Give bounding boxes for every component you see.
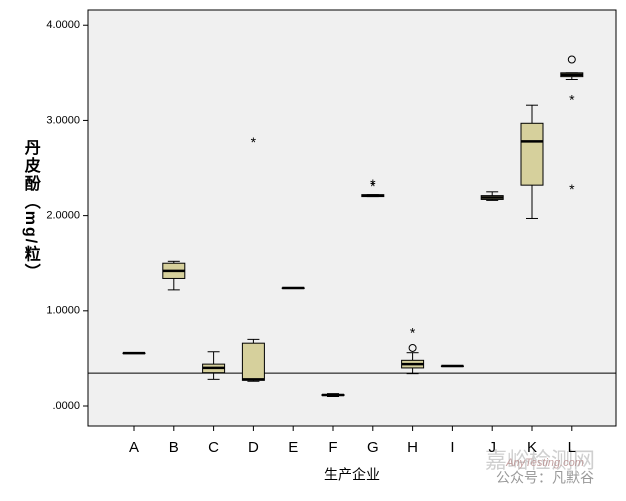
watermark: AnyTesting.com <box>505 457 584 469</box>
watermark: 公众号：凡默谷 <box>496 470 594 486</box>
x-tick-label: I <box>450 439 454 456</box>
x-tick-label: C <box>208 439 219 456</box>
x-axis-label: 生产企业 <box>324 467 380 483</box>
y-tick-label: 3.0000 <box>46 114 80 126</box>
outlier <box>567 55 576 64</box>
extreme: * <box>370 178 376 194</box>
y-tick-label: 4.0000 <box>46 19 80 31</box>
extreme: * <box>569 181 575 197</box>
x-tick-label: G <box>367 439 379 456</box>
extreme: * <box>410 325 416 341</box>
x-tick-label: J <box>488 439 496 456</box>
x-tick-label: F <box>328 439 337 456</box>
box <box>520 122 544 186</box>
x-tick-label: E <box>288 439 298 456</box>
watermark: 嘉峪检测网 <box>485 448 595 473</box>
extreme: * <box>569 91 575 107</box>
extreme: * <box>251 134 257 150</box>
x-tick-label: K <box>527 439 537 456</box>
outlier <box>408 343 417 352</box>
x-tick-label: A <box>129 439 139 456</box>
y-axis-label: 丹皮酚（mg/粒） <box>22 139 42 281</box>
x-tick-label: D <box>248 439 259 456</box>
extreme: * <box>370 176 376 192</box>
x-tick-label: B <box>169 439 179 456</box>
y-tick-label: 2.0000 <box>46 210 80 222</box>
x-tick-label: H <box>407 439 418 456</box>
y-tick-label: 1.0000 <box>46 305 80 317</box>
x-tick-label: L <box>568 439 576 456</box>
box <box>241 342 265 381</box>
y-tick-label: .0000 <box>52 400 80 412</box>
